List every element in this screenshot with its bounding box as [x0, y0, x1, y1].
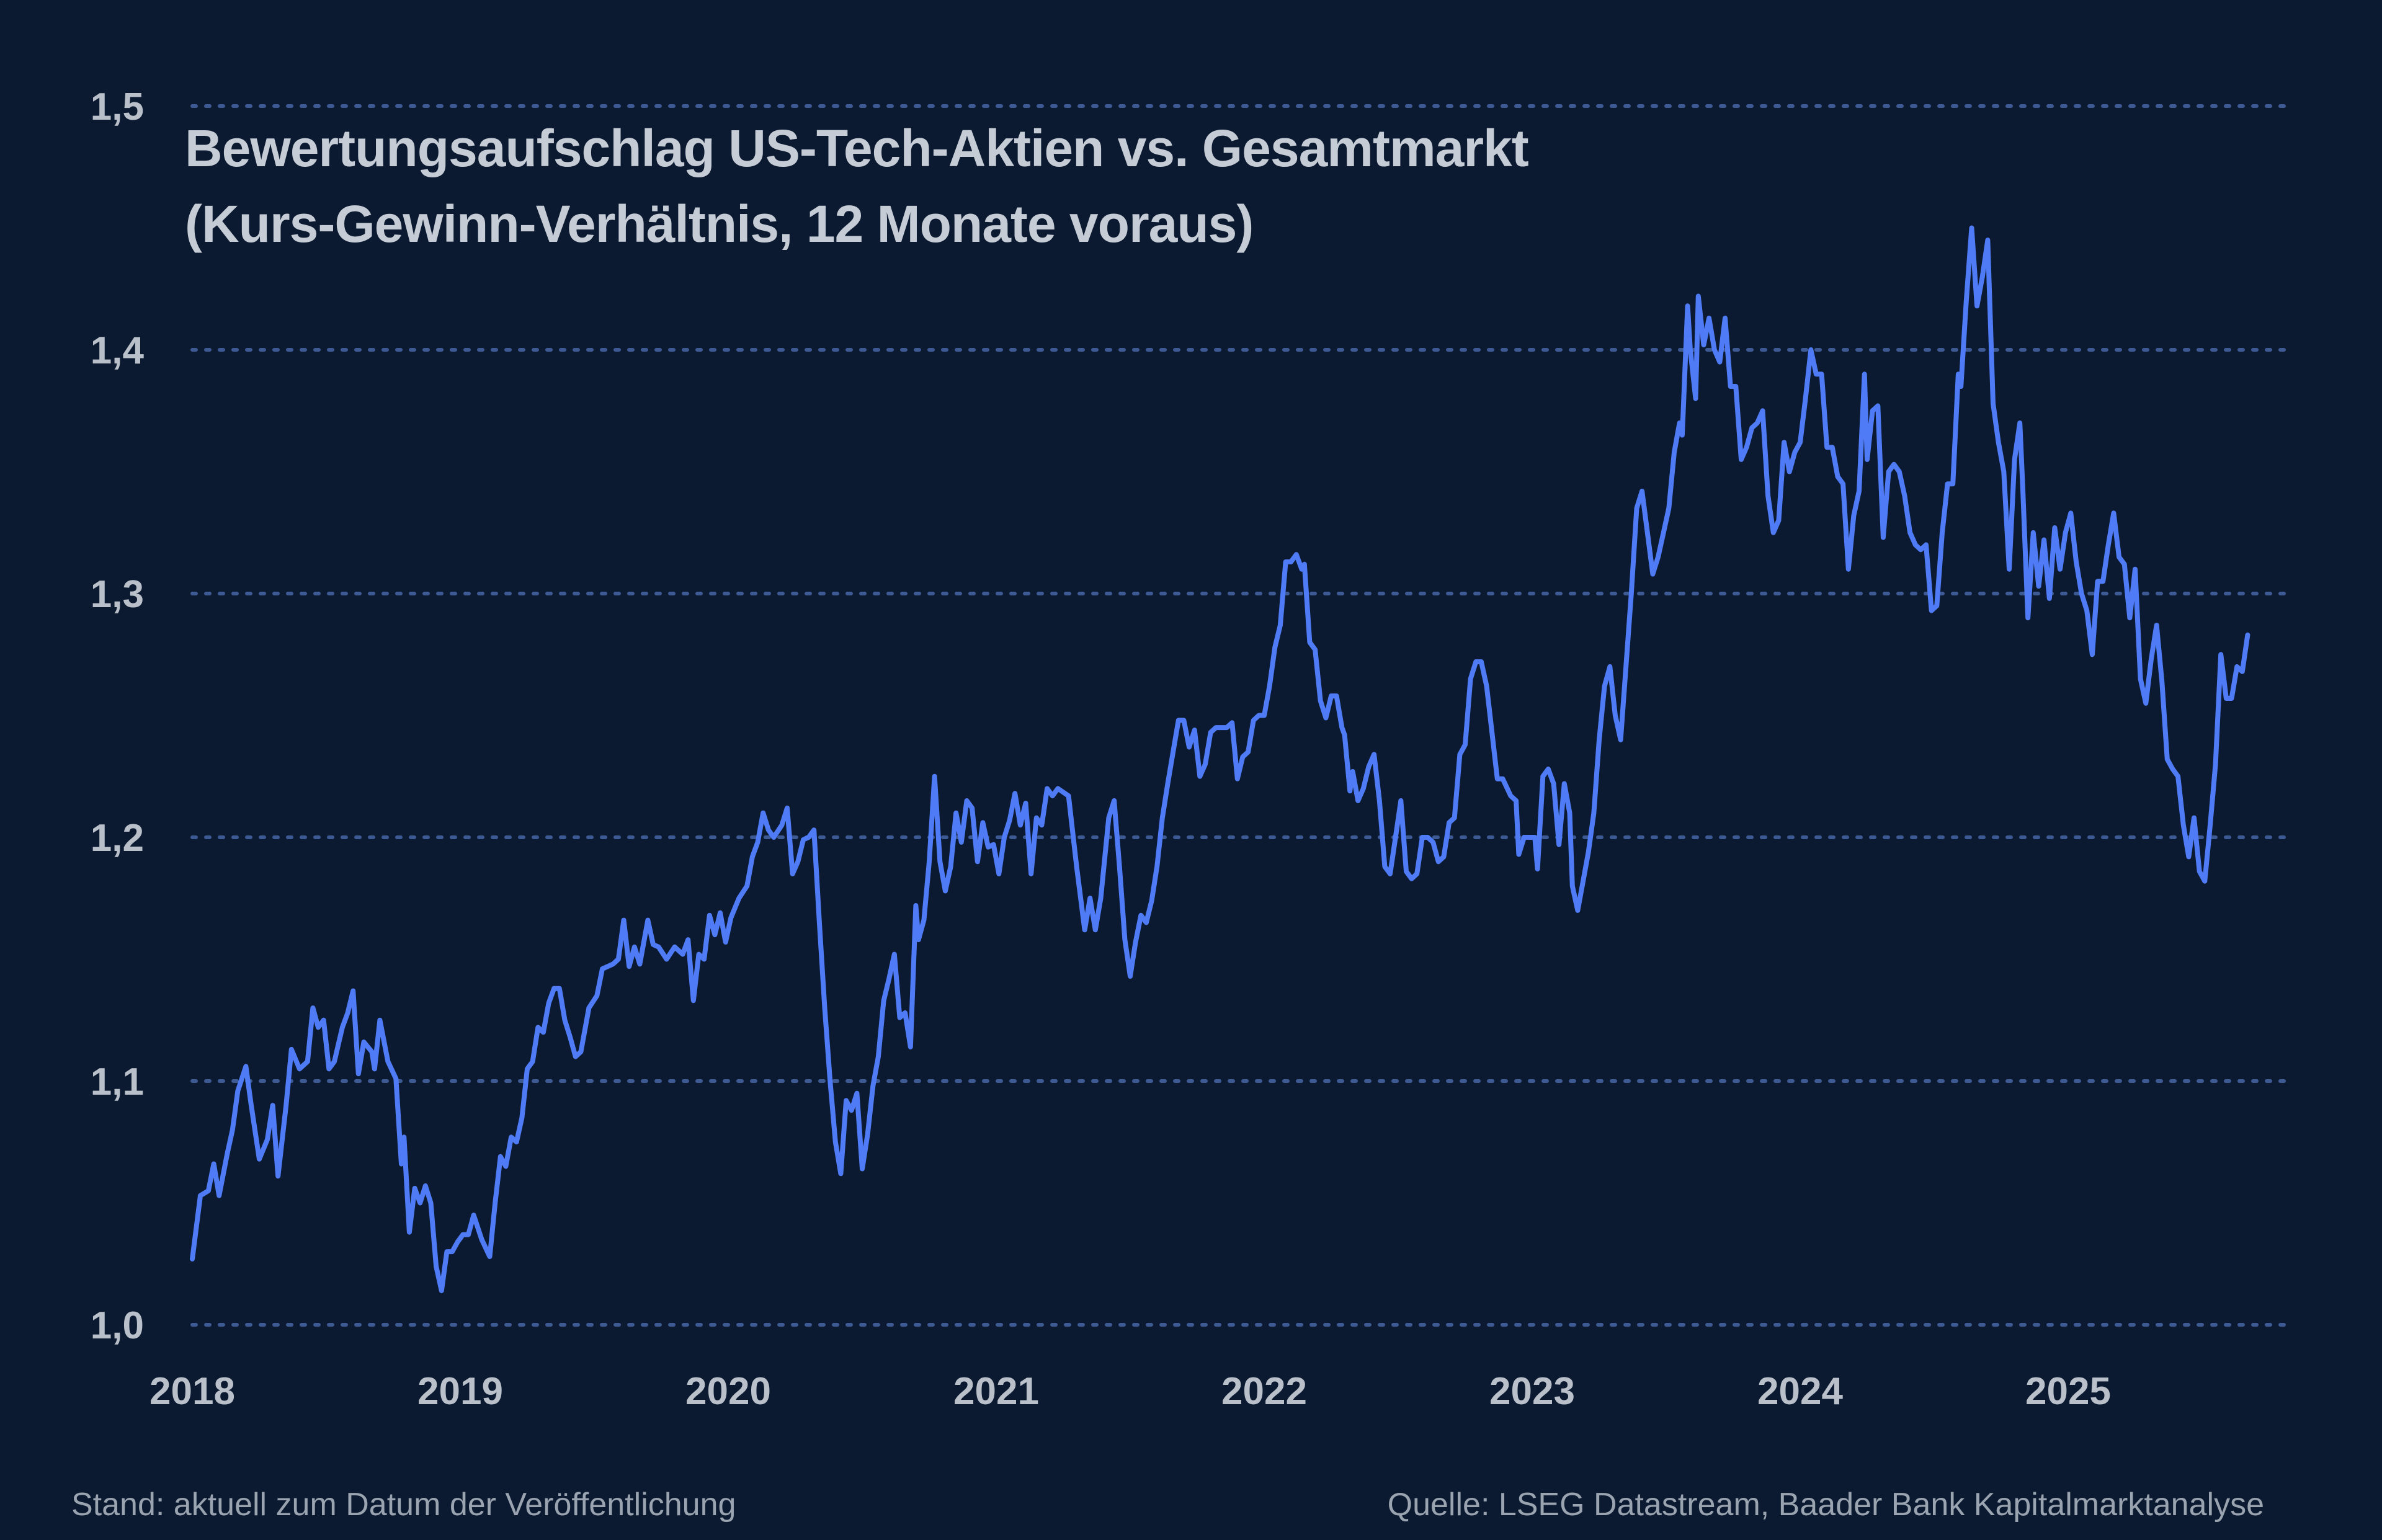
- x-tick-label: 2022: [1221, 1370, 1307, 1413]
- y-tick-label: 1,5: [91, 86, 144, 128]
- y-tick-label: 1,2: [91, 817, 144, 860]
- x-tick-label: 2023: [1489, 1370, 1575, 1413]
- y-tick-label: 1,3: [91, 573, 144, 616]
- y-axis-ticks: 1,0 1,1 1,2 1,3 1,4 1,5: [91, 86, 145, 1347]
- chart-title-block: Bewertungsaufschlag US-Tech-Aktien vs. G…: [185, 110, 1529, 262]
- chart-title: Bewertungsaufschlag US-Tech-Aktien vs. G…: [185, 119, 1529, 177]
- x-axis-ticks: 2018 2019 2020 2021 2022 2023 2024 2025: [149, 1370, 2111, 1413]
- x-tick-label: 2018: [149, 1370, 235, 1413]
- y-tick-label: 1,4: [91, 329, 145, 372]
- x-tick-label: 2025: [2025, 1370, 2111, 1413]
- y-tick-label: 1,0: [91, 1304, 144, 1347]
- y-tick-label: 1,1: [91, 1061, 144, 1103]
- x-tick-label: 2020: [685, 1370, 771, 1413]
- footnote-date: Stand: aktuell zum Datum der Veröffentli…: [71, 1487, 736, 1523]
- series-line: [190, 225, 2250, 1293]
- chart-subtitle: (Kurs-Gewinn-Verhältnis, 12 Monate vorau…: [185, 195, 1254, 253]
- x-tick-label: 2024: [1757, 1370, 1843, 1413]
- footnote-source: Quelle: LSEG Datastream, Baader Bank Kap…: [1387, 1487, 2264, 1523]
- x-tick-label: 2019: [417, 1370, 503, 1413]
- x-tick-label: 2021: [953, 1370, 1039, 1413]
